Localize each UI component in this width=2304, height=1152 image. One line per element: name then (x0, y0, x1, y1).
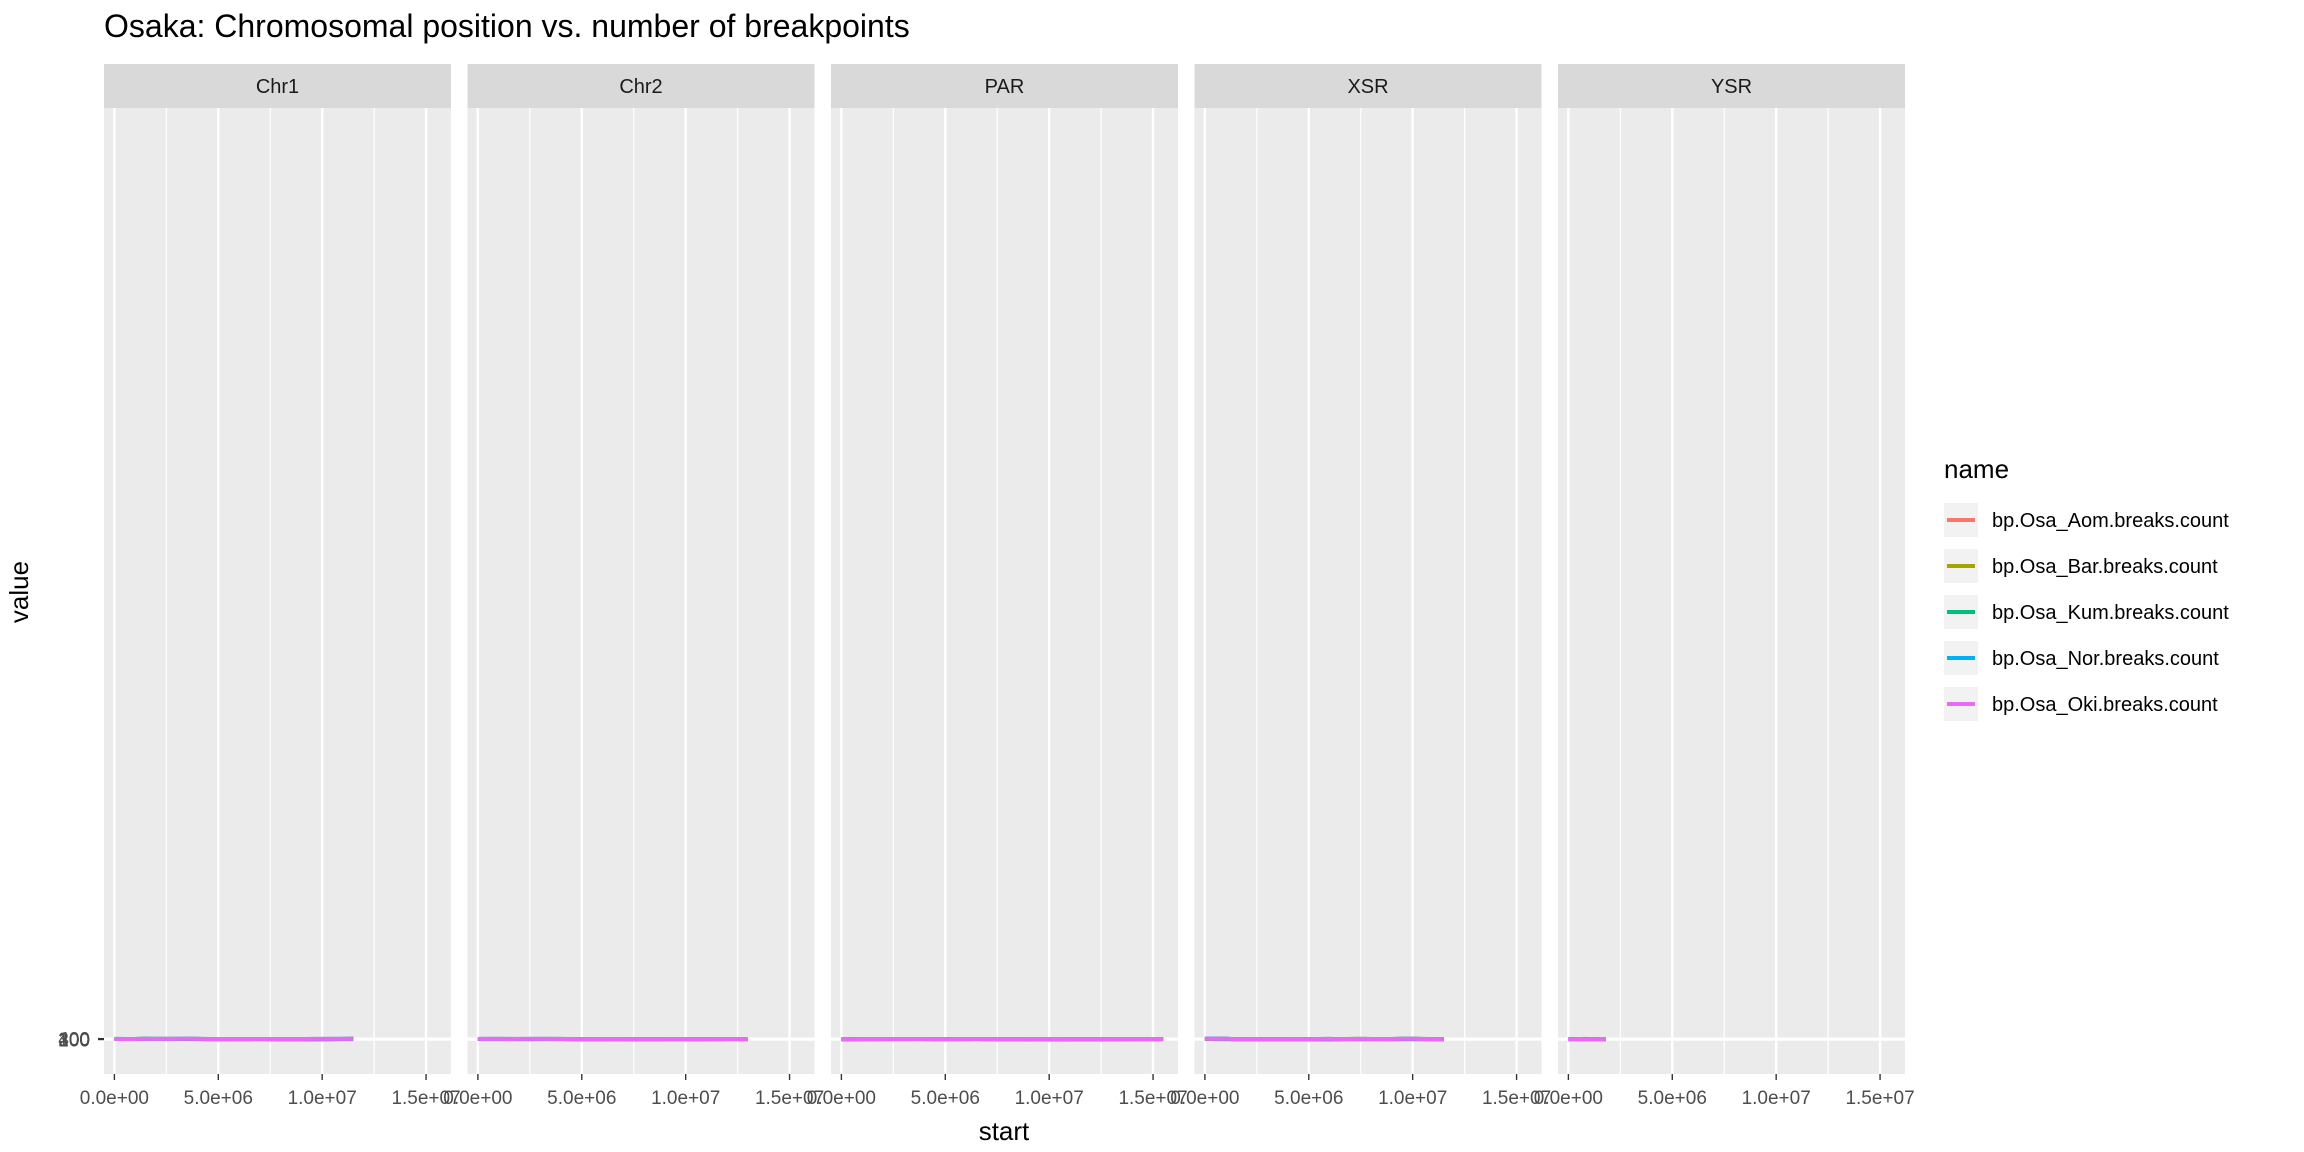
strip-label: PAR (985, 76, 1025, 98)
x-tick-label: 1.5e+07 (391, 1088, 460, 1109)
y-tick-label: 100 (58, 1030, 90, 1051)
x-tick-label: 0.0e+00 (80, 1088, 149, 1109)
chart-title: Osaka: Chromosomal position vs. number o… (104, 8, 910, 44)
panel-background (1558, 108, 1905, 1074)
y-tick-label: 400 (58, 1030, 90, 1051)
legend-label: bp.Osa_Kum.breaks.count (1992, 602, 2229, 624)
strip-label: Chr2 (619, 76, 662, 98)
legend-item: bp.Osa_Oki.breaks.count (1944, 687, 2218, 721)
strip-background (1194, 64, 1542, 108)
x-tick-label: 1.5e+07 (1482, 1088, 1551, 1109)
x-tick-label: 0.0e+00 (807, 1088, 876, 1109)
x-tick-label: 1.0e+07 (651, 1088, 720, 1109)
x-tick-label: 5.0e+06 (547, 1088, 616, 1109)
x-tick-label: 1.5e+07 (1118, 1088, 1187, 1109)
strip-label: YSR (1711, 76, 1752, 98)
legend-item: bp.Osa_Bar.breaks.count (1944, 549, 2218, 583)
panel-chr2: Chr2 0.0e+00 5.0e+06 1.0e+07 1.5e+07 (443, 64, 824, 1109)
strip-background (831, 64, 1178, 108)
x-tick-label: 5.0e+06 (184, 1088, 253, 1109)
x-tick-label: 5.0e+06 (1274, 1088, 1343, 1109)
panel-background (467, 108, 815, 1074)
x-tick-label: 0.0e+00 (1170, 1088, 1239, 1109)
legend-label: bp.Osa_Nor.breaks.count (1992, 648, 2219, 670)
y-axis-title: value (4, 561, 34, 623)
legend-label: bp.Osa_Aom.breaks.count (1992, 510, 2229, 532)
panel-background (831, 108, 1178, 1074)
x-axis-title: start (979, 1116, 1030, 1146)
strip-background (104, 64, 451, 108)
strip-background (467, 64, 815, 108)
y-tick-label: 0 (79, 1031, 90, 1052)
x-tick-label: 1.0e+07 (1378, 1088, 1447, 1109)
panel-background (1194, 108, 1542, 1074)
strip-label: Chr1 (256, 76, 299, 98)
legend: name bp.Osa_Aom.breaks.count bp.Osa_Bar.b… (1944, 454, 2229, 721)
x-tick-label: 1.0e+07 (1015, 1088, 1084, 1109)
strip-label: XSR (1347, 76, 1388, 98)
x-tick-label: 1.5e+07 (1845, 1088, 1914, 1109)
panel-xsr: XSR 0.0e+00 5.0e+06 1.0e+07 1.5e+07 (1170, 64, 1551, 1109)
x-tick-label: 1.5e+07 (755, 1088, 824, 1109)
legend-title: name (1944, 454, 2009, 484)
x-tick-label: 1.0e+07 (288, 1088, 357, 1109)
strip-background (1558, 64, 1905, 108)
x-tick-label: 0.0e+00 (1534, 1088, 1603, 1109)
panel-chr1: Chr1 0.0e+00 5.0e+06 1.0e+07 1.5e+07 (80, 64, 461, 1109)
legend-item: bp.Osa_Aom.breaks.count (1944, 503, 2229, 537)
x-tick-label: 1.0e+07 (1742, 1088, 1811, 1109)
legend-item: bp.Osa_Kum.breaks.count (1944, 595, 2229, 629)
panel-background (104, 108, 451, 1074)
x-tick-label: 5.0e+06 (1638, 1088, 1707, 1109)
panel-ysr: YSR 0.0e+00 5.0e+06 1.0e+07 1.5e+07 (1534, 64, 1915, 1109)
legend-item: bp.Osa_Nor.breaks.count (1944, 641, 2219, 675)
legend-label: bp.Osa_Bar.breaks.count (1992, 556, 2218, 578)
panel-par: PAR 0.0e+00 5.0e+06 1.0e+07 1.5e+07 (807, 64, 1188, 1109)
legend-label: bp.Osa_Oki.breaks.count (1992, 694, 2218, 716)
y-tick-label: 200 (58, 1030, 90, 1051)
x-tick-label: 0.0e+00 (443, 1088, 512, 1109)
y-tick-label: 300 (58, 1030, 90, 1051)
x-tick-label: 5.0e+06 (911, 1088, 980, 1109)
